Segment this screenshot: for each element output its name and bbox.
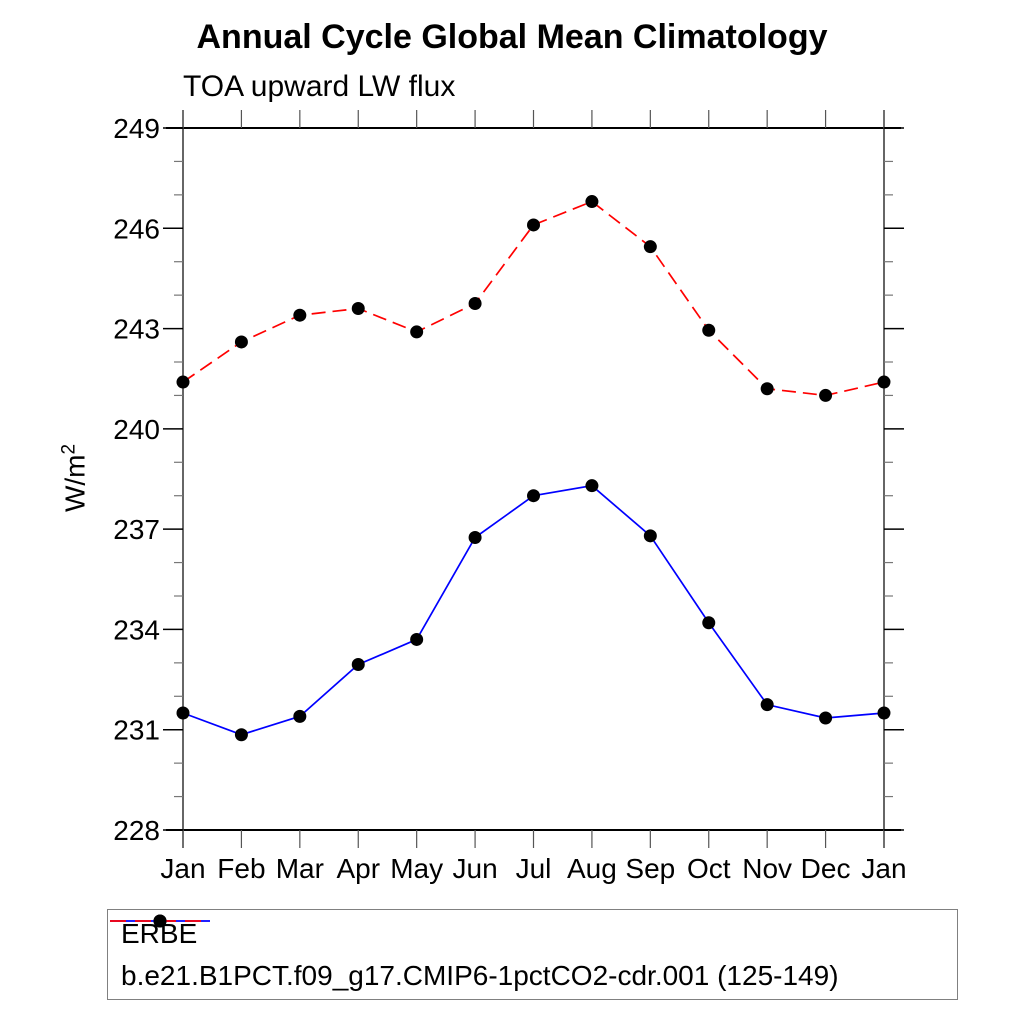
data-point-marker <box>760 698 774 712</box>
data-point-marker <box>234 335 248 349</box>
x-tick-label: Jul <box>516 853 552 884</box>
data-point-marker <box>643 529 657 543</box>
y-tick-label: 249 <box>113 113 160 144</box>
data-point-marker <box>702 323 716 337</box>
data-point-marker <box>176 375 190 389</box>
data-point-marker <box>468 297 482 310</box>
data-point-marker <box>527 489 540 503</box>
data-point-marker <box>234 728 248 742</box>
x-tick-label: Jan <box>160 853 205 884</box>
x-axis-ticks <box>182 110 885 848</box>
x-tick-labels: Jan Feb Mar Apr May Jun Jul Aug Sep Oct Nov Dec Jan <box>160 853 906 884</box>
data-point-marker <box>877 706 891 720</box>
model-line-sample-icon <box>110 914 210 928</box>
chart-title: Annual Cycle Global Mean Climatology <box>196 18 828 56</box>
y-tick-label: 243 <box>113 314 160 345</box>
legend-row-erbe: ERBE <box>110 913 957 955</box>
y-axis-ticks <box>163 127 904 831</box>
x-tick-label: May <box>390 853 443 884</box>
series-erbe <box>176 479 891 742</box>
data-point-marker <box>702 616 716 630</box>
x-tick-label: Sep <box>625 853 675 884</box>
data-point-marker <box>819 711 833 725</box>
data-point-marker <box>877 375 891 389</box>
legend-row-model: b.e21.B1PCT.f09_g17.CMIP6-1pctCO2-cdr.00… <box>110 914 957 997</box>
data-point-marker <box>760 382 774 396</box>
x-tick-label: Apr <box>336 853 380 884</box>
x-tick-label: Feb <box>217 853 265 884</box>
data-point-marker <box>585 195 599 209</box>
chart-subtitle: TOA upward LW flux <box>183 70 456 103</box>
x-tick-label: Jun <box>453 853 498 884</box>
data-point-marker <box>351 302 365 316</box>
x-tick-label: Mar <box>276 853 324 884</box>
x-tick-label: Aug <box>567 853 617 884</box>
series-model <box>176 195 891 402</box>
data-point-marker <box>176 706 190 720</box>
data-point-marker <box>293 709 307 723</box>
data-point-marker <box>643 240 657 254</box>
x-tick-label: Nov <box>742 853 792 884</box>
data-point-marker <box>410 632 424 646</box>
x-tick-label: Oct <box>687 853 731 884</box>
y-tick-label: 237 <box>113 514 160 545</box>
y-tick-labels: 228 231 234 237 240 243 246 249 <box>113 113 160 846</box>
data-point-marker <box>527 218 540 232</box>
series-line <box>182 484 885 736</box>
x-tick-label: Jan <box>861 853 906 884</box>
y-tick-label: 228 <box>113 815 160 846</box>
data-point-marker <box>410 325 424 339</box>
y-tick-label: 234 <box>113 614 160 645</box>
y-tick-label: 240 <box>113 414 160 445</box>
data-point-marker <box>819 388 833 402</box>
x-tick-label: Dec <box>801 853 851 884</box>
data-point-marker <box>468 531 482 544</box>
y-tick-label: 231 <box>113 715 160 746</box>
legend: ERBE b.e21.B1PCT.f09_g17.CMIP6-1pctCO2-c… <box>107 909 958 1000</box>
y-tick-label: 246 <box>113 213 160 244</box>
data-point-marker <box>585 479 599 493</box>
legend-label-model: b.e21.B1PCT.f09_g17.CMIP6-1pctCO2-cdr.00… <box>121 959 839 991</box>
data-point-marker <box>293 308 307 322</box>
data-point-marker <box>351 658 365 672</box>
